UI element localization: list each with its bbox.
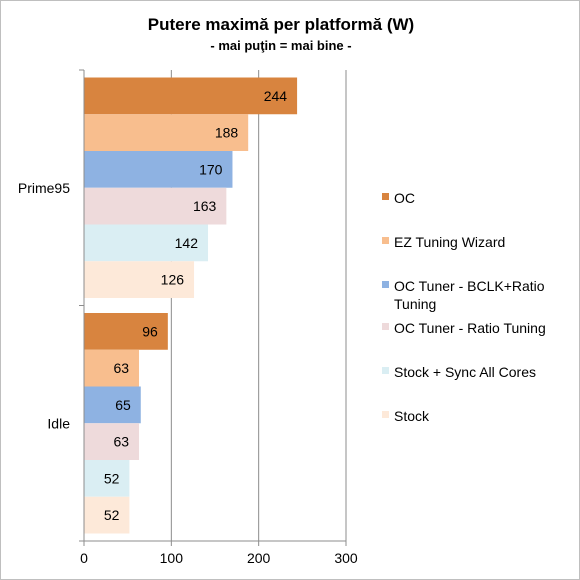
bar <box>84 261 195 298</box>
x-tick-label: 100 <box>160 550 184 566</box>
category-label: Prime95 <box>18 180 70 196</box>
data-label: 96 <box>142 323 158 339</box>
data-label: 65 <box>115 397 131 413</box>
legend-label: Stock + Sync All Cores <box>394 364 536 380</box>
legend-swatch <box>382 237 389 244</box>
legend-swatch <box>382 323 389 330</box>
legend-swatch <box>382 281 389 288</box>
x-tick-label: 300 <box>334 550 358 566</box>
x-tick-label: 0 <box>80 550 88 566</box>
legend: OC EZ Tuning Wizard OC Tuner - BCLK+Ratio T… <box>382 190 546 424</box>
bar <box>84 151 233 188</box>
bar <box>84 313 168 350</box>
data-label: 142 <box>175 235 199 251</box>
legend-label: OC <box>394 190 415 206</box>
data-label: 163 <box>193 198 217 214</box>
data-label: 188 <box>215 125 239 141</box>
data-label: 52 <box>104 507 120 523</box>
category-label: Idle <box>47 415 70 431</box>
data-label: 63 <box>113 360 129 376</box>
chart-title: Putere maximă per platformă (W) <box>148 15 414 34</box>
bar <box>84 460 130 497</box>
bar <box>84 496 130 534</box>
bar <box>84 423 140 460</box>
legend-label: OC Tuner - Ratio Tuning <box>394 320 546 336</box>
data-label: 244 <box>264 88 288 104</box>
legend-swatch <box>382 193 389 200</box>
legend-swatch <box>382 367 389 374</box>
x-tick-label: 200 <box>247 550 271 566</box>
bar <box>84 224 209 262</box>
data-label: 63 <box>113 434 129 450</box>
bars-group: 244 188 170 163 142 126 96 63 65 63 52 52 <box>84 77 298 534</box>
axes: 0 100 200 300 Prime95 Idle <box>18 69 358 566</box>
bar <box>84 349 140 387</box>
data-label: 126 <box>161 272 185 288</box>
data-label: 52 <box>104 470 120 486</box>
legend-label: Stock <box>394 408 430 424</box>
bar <box>84 386 141 424</box>
bar <box>84 114 249 151</box>
legend-label: OC Tuner - BCLK+Ratio Tuning <box>394 278 545 312</box>
legend-label: EZ Tuning Wizard <box>394 234 505 250</box>
data-label: 170 <box>199 161 223 177</box>
bar <box>84 187 227 225</box>
chart-subtitle: - mai puţin = mai bine - <box>210 38 351 53</box>
legend-swatch <box>382 411 389 418</box>
bar <box>84 77 298 115</box>
